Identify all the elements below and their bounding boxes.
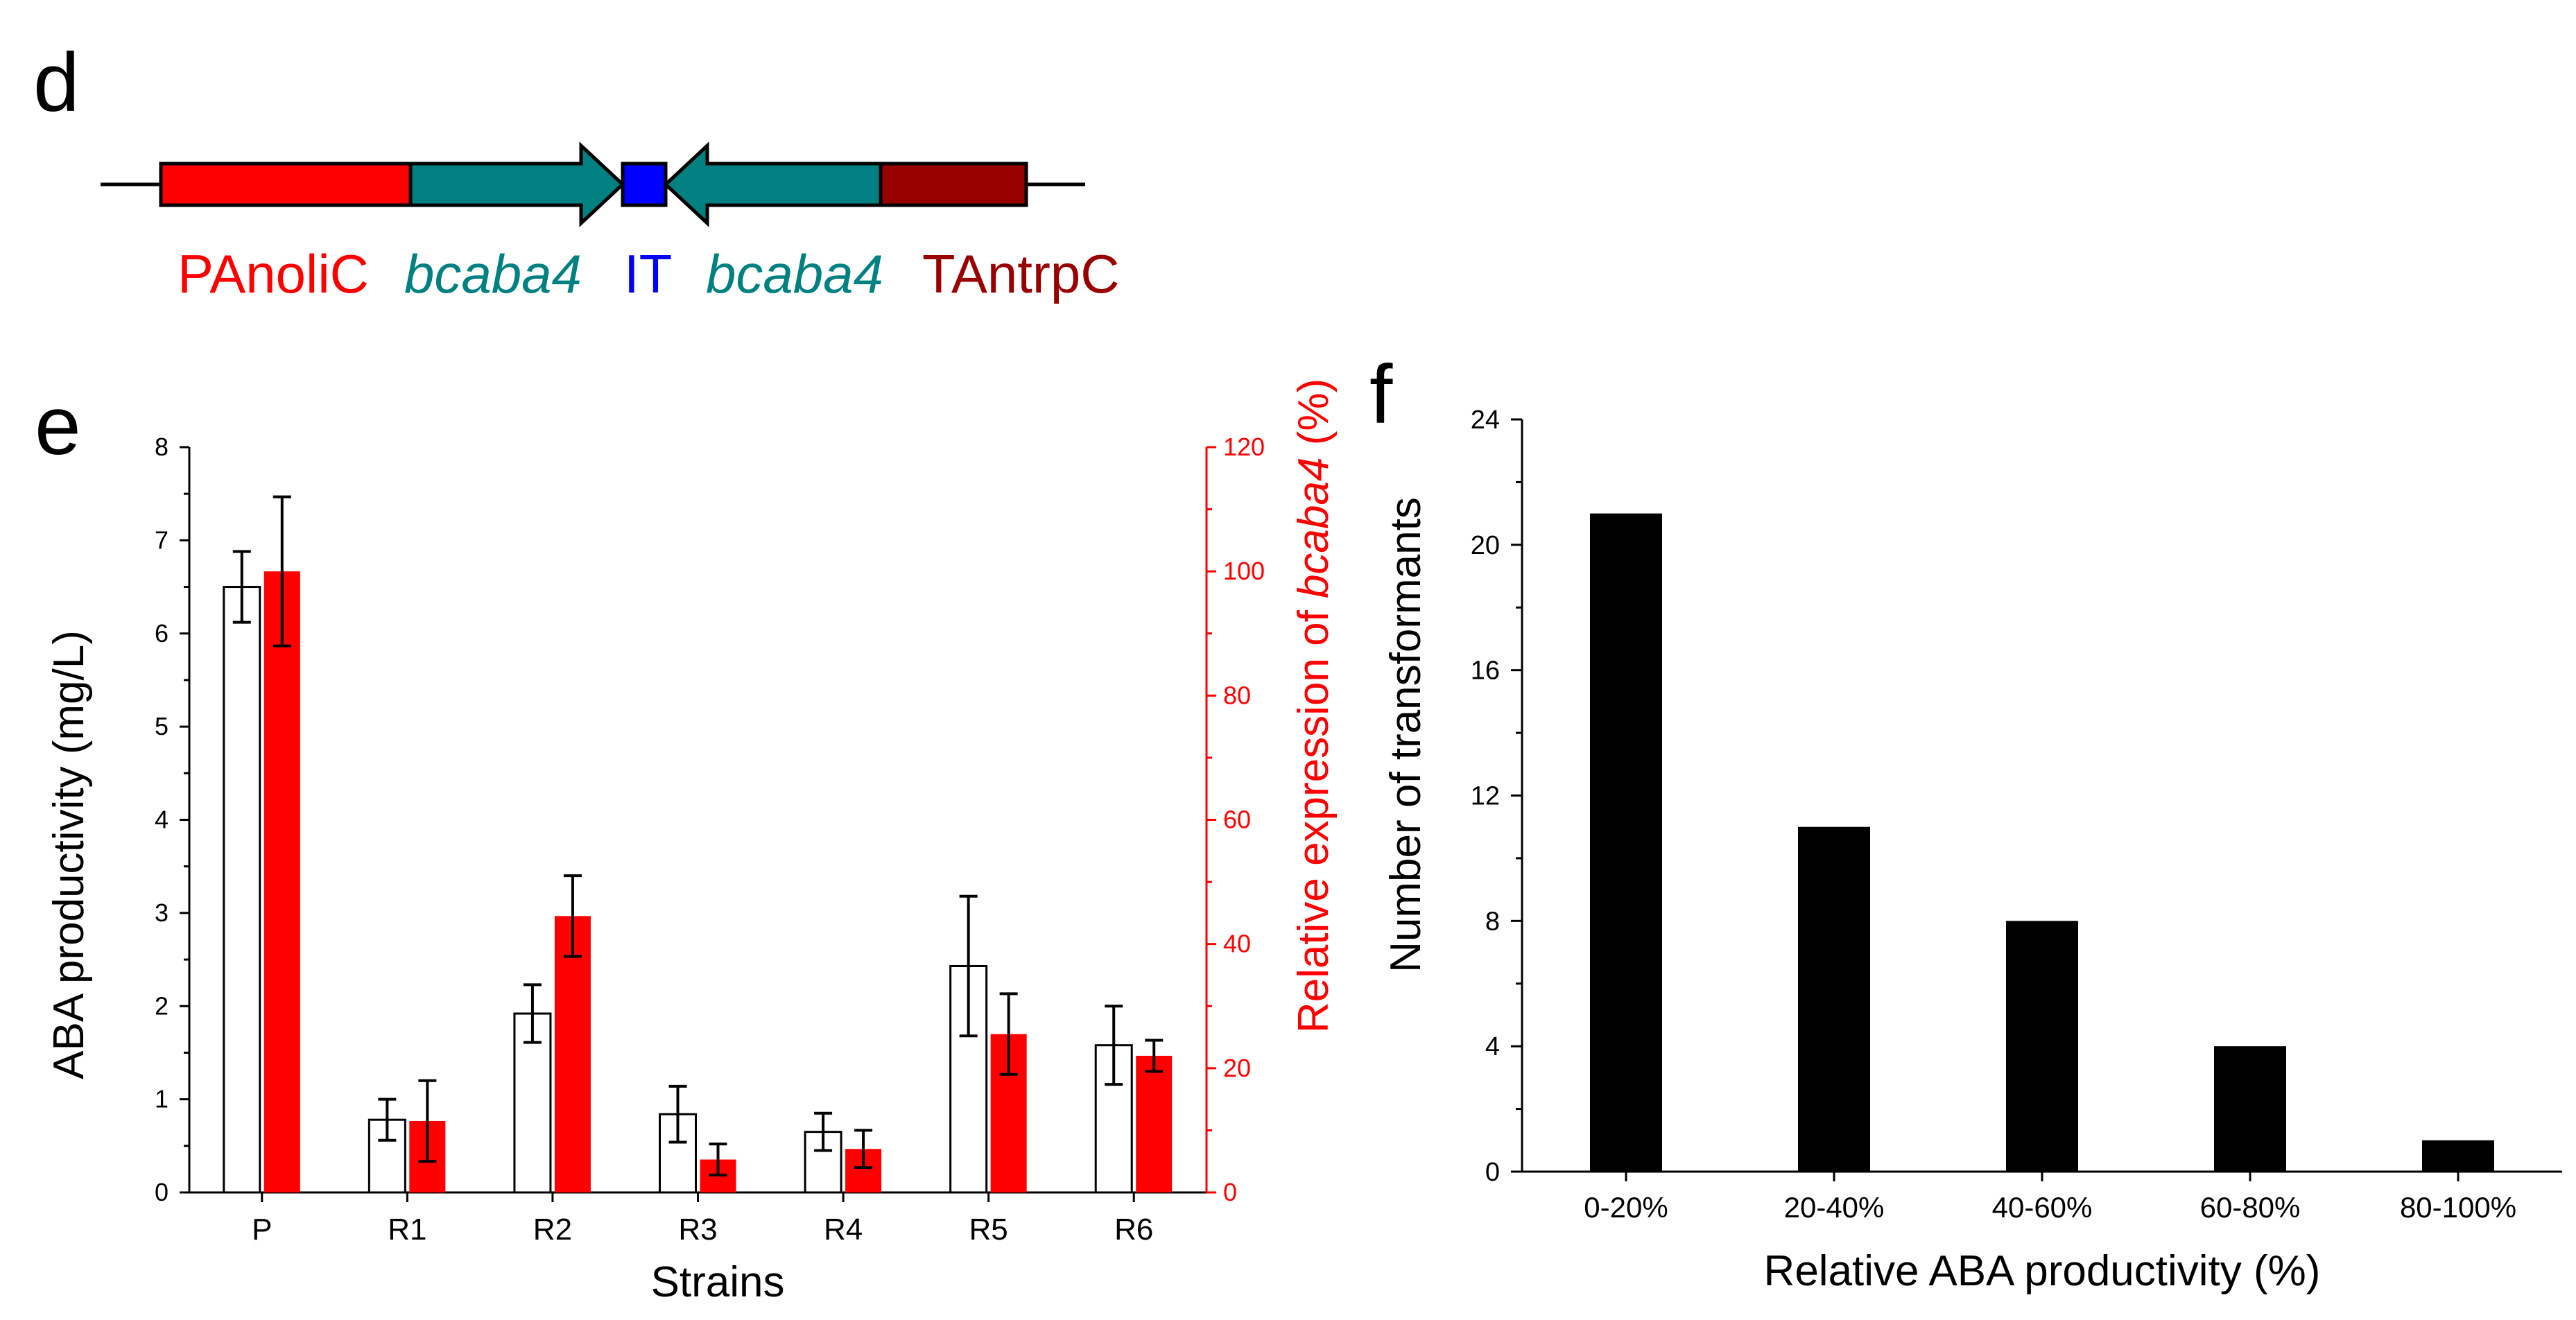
chart-e-y-tick-label: 7 bbox=[155, 526, 168, 554]
gene-reverse-label: bcaba4 bbox=[706, 243, 883, 304]
chart-e-x-tick-label: R6 bbox=[1114, 1213, 1153, 1247]
chart-e-x-tick-label: R2 bbox=[533, 1213, 572, 1247]
y2-title-prefix: Relative expression of bbox=[1290, 598, 1338, 1033]
chart-f-bar bbox=[1798, 826, 1870, 1172]
chart-f-x-tick-label: 60-80% bbox=[2200, 1191, 2301, 1224]
chart-e-bar-aba bbox=[223, 586, 261, 1194]
chart-e-x-tick-label: R4 bbox=[824, 1213, 863, 1247]
chart-f-bar bbox=[1590, 513, 1662, 1172]
chart-e-y-tick-label: 6 bbox=[155, 619, 168, 648]
chart-e-y-axis-title: ABA productivity (mg/L) bbox=[45, 630, 93, 1079]
panel-letter-d: d bbox=[33, 36, 80, 129]
chart-e-y-tick-label: 4 bbox=[155, 806, 168, 834]
panel-letter-e: e bbox=[35, 379, 81, 472]
chart-e-y2-tick-label: 120 bbox=[1223, 433, 1265, 461]
chart-e-y2-tick-label: 20 bbox=[1223, 1054, 1251, 1082]
chart-f-y-axis-title: Number of transformants bbox=[1382, 497, 1430, 973]
chart-f-y-tick-label: 12 bbox=[1471, 782, 1500, 811]
chart-f-x-tick-label: 0-20% bbox=[1584, 1191, 1668, 1224]
chart-e-bar-expression bbox=[1136, 1055, 1173, 1192]
y2-title-gene: bcaba4 bbox=[1290, 458, 1338, 598]
chart-e-y-tick-label: 1 bbox=[155, 1085, 168, 1113]
chart-e-y-tick-label: 0 bbox=[155, 1178, 168, 1206]
chart-f-bar bbox=[2006, 921, 2078, 1172]
chart-e: ABA productivity (mg/L) Relative express… bbox=[45, 379, 1338, 1306]
chart-f-y-tick-label: 24 bbox=[1471, 406, 1500, 435]
chart-e-y2-tick-label: 40 bbox=[1223, 930, 1251, 958]
terminator-label: TAntrpC bbox=[922, 243, 1120, 304]
chart-f-bar bbox=[2214, 1046, 2286, 1172]
chart-f-y-tick-label: 0 bbox=[1485, 1158, 1500, 1187]
chart-e-y-tick-label: 8 bbox=[155, 433, 168, 461]
chart-f-x-tick-label: 80-100% bbox=[2400, 1191, 2516, 1224]
panel-letter-f: f bbox=[1369, 348, 1393, 441]
chart-e-bar-expression bbox=[263, 571, 300, 1192]
chart-f-x-axis-title: Relative ABA productivity (%) bbox=[1764, 1247, 2321, 1295]
terminator-block bbox=[879, 162, 1028, 207]
chart-f-y-tick-label: 4 bbox=[1485, 1032, 1500, 1061]
chart-e-y2-tick-label: 0 bbox=[1223, 1178, 1237, 1206]
chart-e-y-tick-label: 2 bbox=[155, 991, 168, 1020]
gene-forward-arrow bbox=[408, 141, 625, 227]
chart-e-y-tick-label: 3 bbox=[155, 898, 168, 927]
chart-e-x-tick-label: P bbox=[252, 1213, 272, 1247]
chart-f: Number of transformants Relative ABA pro… bbox=[1382, 406, 2562, 1295]
y2-title-suffix: (%) bbox=[1290, 379, 1338, 458]
chart-f-x-tick-label: 20-40% bbox=[1784, 1191, 1885, 1224]
chart-f-x-tick-label: 40-60% bbox=[1992, 1191, 2093, 1224]
chart-e-bar-expression bbox=[554, 916, 591, 1192]
chart-e-x-tick-label: R3 bbox=[678, 1213, 717, 1247]
gene-forward-label: bcaba4 bbox=[404, 243, 582, 304]
chart-f-y-tick-label: 16 bbox=[1471, 657, 1500, 686]
chart-f-bar bbox=[2422, 1140, 2494, 1172]
chart-e-y2-axis-title: Relative expression of bcaba4 (%) bbox=[1290, 379, 1338, 1033]
intron-label: IT bbox=[624, 243, 672, 304]
construct-diagram: PAnoliC bcaba4 IT bcaba4 TAntrpC bbox=[101, 141, 1120, 304]
chart-e-y2-tick-label: 100 bbox=[1223, 557, 1265, 585]
chart-e-x-tick-label: R1 bbox=[388, 1213, 426, 1247]
chart-e-y2-tick-label: 80 bbox=[1223, 681, 1251, 709]
intron-block bbox=[621, 162, 668, 207]
promoter-label: PAnoliC bbox=[178, 243, 369, 304]
chart-e-x-axis-title: Strains bbox=[651, 1258, 785, 1306]
gene-reverse-arrow bbox=[663, 141, 883, 227]
chart-f-y-tick-label: 20 bbox=[1471, 531, 1500, 560]
chart-f-y-tick-label: 8 bbox=[1485, 907, 1500, 936]
promoter-block bbox=[159, 162, 413, 207]
chart-e-y2-tick-label: 60 bbox=[1223, 806, 1251, 834]
chart-e-y-tick-label: 5 bbox=[155, 712, 168, 740]
chart-e-x-tick-label: R5 bbox=[969, 1213, 1008, 1247]
